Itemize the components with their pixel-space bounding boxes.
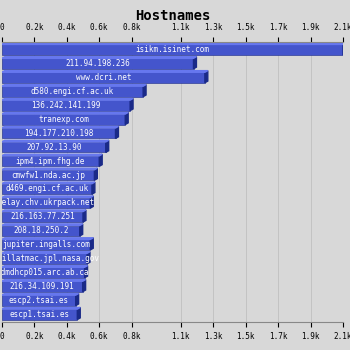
Polygon shape <box>2 98 133 100</box>
Bar <box>2 267 85 278</box>
Polygon shape <box>2 126 118 128</box>
Text: d580.engi.cf.ac.uk: d580.engi.cf.ac.uk <box>31 87 114 96</box>
Bar <box>2 225 80 236</box>
Bar <box>2 184 92 194</box>
Polygon shape <box>2 252 90 253</box>
Polygon shape <box>205 71 208 83</box>
Text: cmwfw1.nda.ac.jp: cmwfw1.nda.ac.jp <box>11 170 85 180</box>
Bar <box>2 309 77 320</box>
Bar <box>2 142 106 152</box>
Polygon shape <box>2 182 95 184</box>
Polygon shape <box>2 168 97 170</box>
Text: escp2.tsai.es: escp2.tsai.es <box>9 296 69 305</box>
Polygon shape <box>2 280 86 281</box>
Text: jupiter.ingalls.com: jupiter.ingalls.com <box>2 240 90 249</box>
Polygon shape <box>2 224 83 225</box>
Polygon shape <box>2 57 196 58</box>
Text: 216.34.109.191: 216.34.109.191 <box>10 282 75 291</box>
Polygon shape <box>130 98 133 111</box>
Polygon shape <box>2 266 88 267</box>
Text: isikm.isinet.com: isikm.isinet.com <box>135 45 209 54</box>
Polygon shape <box>2 294 79 295</box>
Bar <box>2 58 194 69</box>
Bar <box>2 253 87 264</box>
Polygon shape <box>194 57 196 69</box>
Text: tranexp.com: tranexp.com <box>38 115 89 124</box>
Text: tcaillatmac.jpl.nasa.gov: tcaillatmac.jpl.nasa.gov <box>0 254 100 263</box>
Text: d469.engi.cf.ac.uk: d469.engi.cf.ac.uk <box>5 184 89 194</box>
Polygon shape <box>77 307 80 320</box>
Polygon shape <box>2 196 93 198</box>
Bar <box>2 212 83 222</box>
Bar <box>2 128 116 139</box>
Text: www.dcri.net: www.dcri.net <box>76 73 131 82</box>
Polygon shape <box>99 154 102 166</box>
Bar <box>2 156 99 166</box>
Text: 208.18.250.2: 208.18.250.2 <box>13 226 69 235</box>
Polygon shape <box>2 307 80 309</box>
Polygon shape <box>2 85 146 86</box>
Polygon shape <box>76 294 79 306</box>
Polygon shape <box>90 238 93 250</box>
Polygon shape <box>2 43 346 44</box>
Text: edmdhcp015.arc.ab.ca: edmdhcp015.arc.ab.ca <box>0 268 90 277</box>
Polygon shape <box>85 266 88 278</box>
Polygon shape <box>83 280 86 292</box>
Polygon shape <box>83 210 86 222</box>
Text: 194.177.210.198: 194.177.210.198 <box>24 129 93 138</box>
Text: 136.242.141.199: 136.242.141.199 <box>31 101 101 110</box>
Polygon shape <box>90 196 93 208</box>
Polygon shape <box>2 71 208 72</box>
Polygon shape <box>343 43 346 55</box>
Bar <box>2 86 143 97</box>
Polygon shape <box>80 224 83 236</box>
Text: 216.163.77.251: 216.163.77.251 <box>10 212 75 221</box>
Polygon shape <box>2 154 102 156</box>
Text: 211.94.198.236: 211.94.198.236 <box>65 59 130 68</box>
Bar <box>2 281 83 292</box>
Bar <box>2 100 130 111</box>
Bar <box>2 295 76 306</box>
Text: 207.92.13.90: 207.92.13.90 <box>26 143 82 152</box>
Bar <box>2 72 205 83</box>
Bar <box>2 114 125 125</box>
Polygon shape <box>125 112 128 125</box>
Polygon shape <box>2 238 93 239</box>
Polygon shape <box>106 140 108 152</box>
Bar <box>2 198 90 208</box>
Polygon shape <box>116 126 118 139</box>
Text: escp1.tsai.es: escp1.tsai.es <box>9 310 70 319</box>
Bar <box>2 44 343 55</box>
Polygon shape <box>94 168 97 180</box>
Polygon shape <box>2 140 108 142</box>
Polygon shape <box>2 210 86 212</box>
Text: relay.chv.ukrpack.net: relay.chv.ukrpack.net <box>0 198 94 208</box>
Polygon shape <box>2 112 128 114</box>
Polygon shape <box>87 252 90 264</box>
Text: ipm4.ipm.fhg.de: ipm4.ipm.fhg.de <box>16 156 85 166</box>
Bar <box>2 239 90 250</box>
Polygon shape <box>92 182 95 194</box>
Bar <box>2 170 94 180</box>
Polygon shape <box>143 85 146 97</box>
Title: Hostnames: Hostnames <box>135 9 210 23</box>
